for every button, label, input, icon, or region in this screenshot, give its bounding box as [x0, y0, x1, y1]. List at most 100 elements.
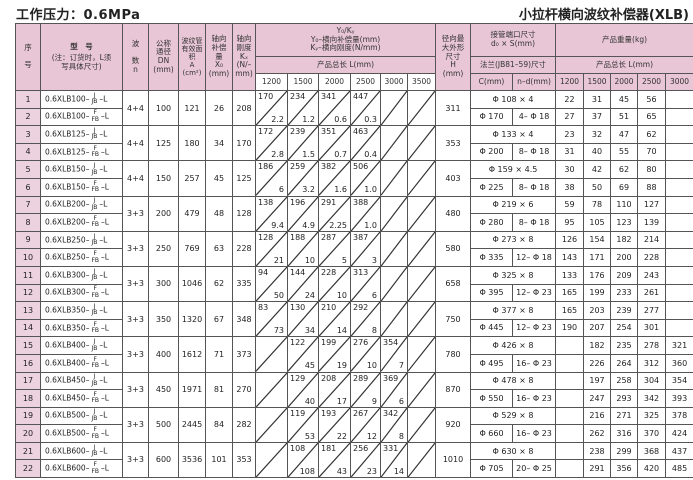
cell-flange-nd: 16– Φ 23	[512, 424, 557, 443]
cell-dn: 400	[148, 336, 179, 373]
diagonal-divider	[351, 197, 380, 231]
diagonal-divider	[408, 161, 435, 195]
cell-h: 870	[435, 371, 472, 408]
connection-sup: F	[93, 179, 97, 187]
cell-pipe: Φ 108 × 4	[470, 90, 557, 109]
lateral-compensation: 256	[353, 443, 369, 453]
lateral-stiffness: 0.4	[364, 150, 377, 160]
lateral-compensation: 369	[383, 373, 399, 383]
cell-weight: 45	[610, 90, 639, 109]
model-code: 0.6XLB200–	[45, 199, 90, 209]
connection-code: FB	[91, 467, 100, 475]
diagonal-divider	[256, 373, 287, 407]
model-code: 0.6XLB500–	[45, 410, 90, 420]
model-cell: 0.6XLB150– J JB –L	[40, 160, 123, 179]
diagonal-divider	[256, 197, 287, 231]
cell-n: 3+3	[122, 195, 149, 232]
lateral-compensation: 292	[353, 303, 369, 313]
cell-weight: 238	[583, 441, 612, 461]
cell-flange-c: Φ 445	[470, 318, 514, 338]
seq-number: 6	[15, 177, 41, 197]
model-suffix: –L	[99, 199, 108, 209]
diagonal-divider	[288, 443, 318, 477]
lateral-cell	[406, 371, 437, 408]
cell-weight: 56	[637, 90, 667, 109]
cell-weight	[665, 248, 693, 267]
header-weight-length-3000: 3000	[665, 73, 693, 91]
seq-number: 9	[15, 230, 41, 250]
model-cell: 0.6XLB450– J JB –L	[40, 371, 123, 391]
lateral-stiffness: 9	[371, 396, 377, 406]
lateral-compensation: 128	[258, 232, 274, 242]
connection-type: J JB	[91, 409, 97, 422]
spec-table: 序 号 型 号 (注：订货时，L须写具体尺寸) 波 数 n 公称 通径 DN (…	[15, 23, 693, 479]
model-code: 0.6XLB600–	[45, 446, 90, 456]
lateral-stiffness: 45	[304, 361, 315, 371]
lateral-stiffness: 14	[336, 326, 347, 336]
lateral-cell	[255, 441, 288, 479]
lateral-cell: 130 34	[287, 301, 319, 338]
seq-number: 22	[15, 459, 41, 479]
cell-dn: 150	[148, 160, 179, 197]
header-length-2000: 2000	[318, 73, 351, 91]
cell-pipe: Φ 478 × 8	[470, 371, 557, 391]
model-suffix: –L	[99, 164, 108, 174]
cell-n: 3+3	[122, 336, 149, 373]
cell-weight: 42	[583, 160, 612, 179]
model-cell: 0.6XLB200– F FB –L	[40, 213, 123, 232]
header-weight-length: 产品总长 L(mm)	[555, 56, 693, 74]
lateral-cell: 210 14	[318, 301, 351, 338]
lateral-cell	[406, 265, 437, 303]
model-cell: 0.6XLB100– J JB –L	[40, 90, 123, 109]
cell-weight: 291	[583, 459, 612, 479]
cell-pipe: Φ 325 × 8	[470, 265, 557, 285]
lateral-cell: 447 0.3	[350, 89, 381, 127]
cell-dn: 600	[148, 441, 179, 479]
cell-a: 2445	[178, 406, 206, 443]
cell-weight: 123	[610, 213, 639, 232]
model-code: 0.6XLB200–	[45, 217, 90, 227]
connection-type: J JB	[91, 303, 97, 317]
model-cell: 0.6XLB500– J JB –L	[40, 406, 123, 426]
lateral-stiffness: 108	[299, 466, 315, 476]
model-suffix: –L	[101, 287, 109, 297]
cell-n: 3+3	[122, 371, 149, 408]
lateral-stiffness: 53	[304, 431, 315, 441]
model-cell: 0.6XLB250– F FB –L	[40, 248, 123, 267]
cell-weight: 485	[665, 459, 693, 479]
lateral-stiffness: 3	[371, 255, 377, 265]
seq-number: 12	[15, 283, 41, 303]
cell-weight: 264	[610, 353, 639, 373]
lateral-cell: 287 5	[318, 230, 351, 267]
lateral-stiffness: 43	[336, 466, 347, 476]
model-code: 0.6XLB400–	[45, 340, 90, 350]
connection-type: F FB	[91, 215, 99, 229]
lateral-compensation: 210	[321, 303, 337, 313]
lateral-cell: 83 73	[255, 301, 288, 338]
cell-weight: 243	[637, 265, 667, 285]
diagonal-divider	[351, 443, 380, 477]
lateral-cell	[406, 160, 437, 197]
cell-weight: 38	[555, 177, 585, 197]
header-yk-label: Y₀/Kᵧ	[336, 26, 355, 36]
lateral-stiffness: 24	[304, 290, 315, 300]
cell-weight: 50	[583, 177, 612, 197]
lateral-cell: 239 1.5	[287, 125, 319, 162]
model-suffix: –L	[101, 323, 109, 333]
model-cell: 0.6XLB300– J JB –L	[40, 265, 123, 285]
cell-a: 3536	[178, 441, 206, 479]
connection-code: JB	[91, 239, 98, 247]
cell-weight: 261	[637, 283, 667, 303]
connection-sup: J	[93, 373, 96, 381]
diagonal-divider	[256, 126, 287, 160]
cell-weight: 239	[610, 301, 639, 320]
lateral-cell: 188 10	[287, 230, 319, 267]
cell-weight: 176	[583, 265, 612, 285]
seq-number: 4	[15, 142, 41, 162]
lateral-cell	[406, 406, 437, 443]
table-row: 9 0.6XLB250– J JB –L 3+3 250 769 63 228 128 21 188 10…	[15, 230, 693, 267]
lateral-compensation: 83	[258, 303, 269, 313]
cell-weight: 31	[555, 142, 585, 162]
cell-x0: 84	[205, 406, 233, 443]
cell-flange-c: Φ 660	[470, 424, 514, 443]
